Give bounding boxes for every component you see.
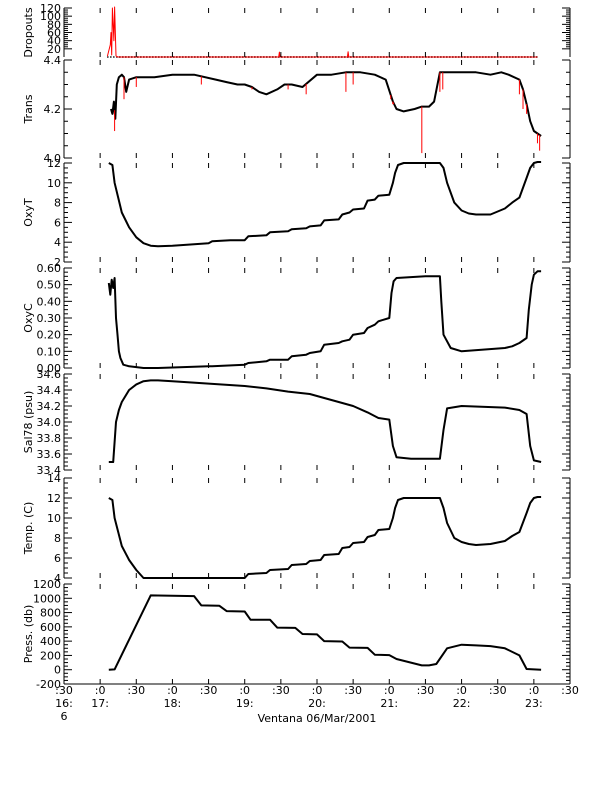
y-tick-label: 10 — [47, 512, 61, 525]
x-tick-hour-label: 16: — [55, 697, 73, 710]
x-tick-label: :0 — [95, 684, 106, 697]
x-tick-hour-label: 19: — [236, 697, 254, 710]
y-tick-label: 8 — [54, 197, 61, 210]
panel-oxyt: 2 4 6 8 10 12 OxyT — [22, 157, 571, 269]
y-tick-label: 0.10 — [37, 345, 62, 358]
x-tick-label: :0 — [384, 684, 395, 697]
y-tick-label: 34.4 — [37, 384, 62, 397]
series-line — [108, 379, 542, 463]
x-tick-hour-label: 20: — [308, 697, 326, 710]
y-tick-label: 0.20 — [37, 329, 62, 342]
y-tick-label: 2 — [54, 256, 61, 269]
x-tick-hour-label: 17: — [91, 697, 109, 710]
x-tick-label: :30 — [272, 684, 290, 697]
x-tick-label: :30 — [489, 684, 507, 697]
y-axis-label: OxyC — [22, 303, 35, 333]
y-tick-label: 33.6 — [37, 448, 62, 461]
x-tick-label: :30 — [127, 684, 145, 697]
y-tick-label: 4 — [54, 572, 61, 585]
y-tick-label: 1200 — [33, 578, 61, 591]
x-tick-label: :0 — [528, 684, 539, 697]
y-axis-label: Press. (db) — [22, 605, 35, 664]
y-tick-label: 10 — [47, 177, 61, 190]
y-tick-label: 34.6 — [37, 368, 62, 381]
x-tick-day-label: 6 — [61, 710, 68, 723]
x-tick-label: :0 — [239, 684, 250, 697]
panels-group: 20406080100120Dropouts4.04.24.4Trans2468… — [22, 2, 571, 691]
y-tick-label: 600 — [40, 621, 61, 634]
y-tick-label: 33.8 — [37, 432, 62, 445]
y-tick-label: 12 — [47, 492, 61, 505]
x-tick-label: :30 — [344, 684, 362, 697]
x-tick-hour-label: 21: — [380, 697, 398, 710]
y-axis-label: Sal78 (psu) — [22, 391, 35, 454]
y-tick-label: 20 — [47, 43, 61, 56]
y-tick-label: 0.30 — [37, 312, 62, 325]
y-tick-label: 0 — [54, 664, 61, 677]
y-tick-label: 100 — [40, 10, 61, 23]
x-tick-label: :30 — [417, 684, 435, 697]
y-axis-label: Dropouts — [22, 7, 35, 57]
y-tick-label: 0.40 — [37, 295, 62, 308]
y-tick-label: 400 — [40, 635, 61, 648]
series-line — [106, 6, 538, 58]
y-tick-label: 80 — [47, 18, 61, 31]
x-tick-label: :0 — [456, 684, 467, 697]
y-tick-label: 14 — [47, 472, 61, 485]
x-tick-hour-label: 23: — [525, 697, 543, 710]
y-tick-label: 4.2 — [44, 103, 62, 116]
y-tick-label: -200 — [36, 678, 61, 691]
series-line — [108, 496, 542, 579]
y-tick-label: 800 — [40, 607, 61, 620]
x-tick-label: :0 — [312, 684, 323, 697]
series-line — [110, 71, 542, 137]
y-axis-label: Temp. (C) — [22, 502, 35, 556]
y-tick-label: 33.4 — [37, 464, 62, 477]
x-tick-label: :30 — [55, 684, 73, 697]
panel-trans: 4.0 4.2 4.4 Trans — [22, 54, 571, 165]
panel-temp-c: 4 6 8 10 12 14 Temp. (C) — [22, 472, 571, 585]
x-axis-label: Ventana 06/Mar/2001 — [258, 712, 377, 725]
x-tick-label: :0 — [167, 684, 178, 697]
y-tick-label: 0.50 — [37, 279, 62, 292]
y-tick-label: 6 — [54, 552, 61, 565]
y-tick-label: 12 — [47, 157, 61, 170]
x-tick-label: :30 — [200, 684, 218, 697]
series-line — [108, 161, 542, 248]
x-tick-hour-label: 22: — [453, 697, 471, 710]
y-tick-label: 120 — [40, 2, 61, 15]
x-tick-label: :30 — [561, 684, 579, 697]
x-tick-hour-label: 18: — [164, 697, 182, 710]
y-tick-label: 60 — [47, 27, 61, 40]
y-tick-label: 4 — [54, 236, 61, 249]
series-line — [108, 594, 542, 671]
y-tick-label: 40 — [47, 35, 61, 48]
y-tick-label: 1000 — [33, 592, 61, 605]
time-axis: :3016:6:017::30:018::30:019::30:020::30:… — [55, 683, 579, 723]
y-tick-label: 34.2 — [37, 400, 62, 413]
series-line — [107, 270, 542, 369]
y-axis-label: OxyT — [22, 198, 35, 227]
y-tick-label: 4.0 — [44, 152, 62, 165]
y-tick-label: 4.4 — [44, 54, 62, 67]
panel-oxyc: 0.00 0.10 0.20 0.30 0.40 0.50 0.60 OxyC — [22, 262, 571, 375]
y-tick-label: 34.0 — [37, 416, 62, 429]
y-axis-label: Trans — [22, 94, 35, 124]
y-tick-label: 0.60 — [37, 262, 62, 275]
y-tick-label: 6 — [54, 216, 61, 229]
y-tick-label: 200 — [40, 649, 61, 662]
y-tick-label: 8 — [54, 532, 61, 545]
y-tick-label: 0.00 — [37, 362, 62, 375]
